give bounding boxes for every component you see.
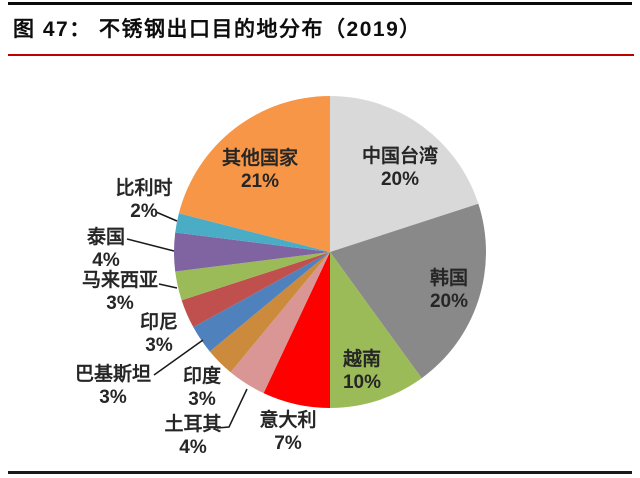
slice-label-india: 印度 3% [183, 365, 221, 411]
pie-slice-2 [330, 252, 422, 408]
pie-slice-4 [230, 252, 330, 394]
slice-label-indonesia: 印尼 3% [140, 311, 178, 357]
slice-label-others: 其他国家 21% [222, 147, 298, 193]
slice-label-belgium-name: 比利时 [115, 178, 173, 199]
leader-line-turkey [216, 388, 248, 429]
pie-slice-8 [175, 252, 330, 301]
slice-label-turkey: 土耳其 4% [164, 413, 221, 459]
pie-slice-6 [193, 252, 330, 352]
pie-slice-0 [330, 96, 479, 252]
slice-label-korea-value: 20% [429, 291, 469, 312]
slice-label-thailand: 泰国 4% [87, 226, 125, 272]
pie-slice-11 [178, 95, 330, 252]
figure-title: 图 47： 不锈钢出口目的地分布（2019） [13, 18, 422, 41]
slice-label-indonesia-value: 3% [145, 335, 173, 356]
slice-label-taiwan-name: 中国台湾 [361, 146, 439, 167]
slice-label-turkey-value: 4% [179, 437, 207, 458]
title-underline-rule [8, 54, 634, 56]
leader-line-pakistan [153, 339, 204, 376]
slice-label-others-value: 21% [240, 171, 280, 192]
pie-slice-1 [330, 203, 486, 379]
pie-slices-group [174, 95, 486, 408]
slice-label-italy: 意大利 7% [259, 409, 316, 455]
slice-label-malaysia-value: 3% [106, 293, 134, 314]
pie-slice-3 [263, 252, 330, 408]
slice-label-vietnam-value: 10% [342, 372, 382, 393]
slice-label-pakistan-name: 巴基斯坦 [74, 364, 152, 385]
pie-slice-10 [175, 213, 330, 252]
slice-label-italy-value: 7% [274, 433, 302, 454]
slice-label-thailand-value: 4% [92, 250, 120, 271]
slice-label-vietnam: 越南 10% [343, 348, 381, 394]
slice-label-others-name: 其他国家 [221, 148, 299, 169]
slice-label-korea-name: 韩国 [429, 268, 468, 289]
slice-label-indonesia-name: 印尼 [139, 312, 179, 333]
leader-line-malaysia [158, 283, 178, 289]
slice-label-malaysia: 马来西亚 3% [82, 269, 158, 315]
slice-label-india-name: 印度 [182, 366, 222, 387]
slice-label-italy-name: 意大利 [259, 410, 317, 431]
slice-label-belgium: 比利时 2% [115, 177, 172, 223]
slice-label-korea: 韩国 20% [430, 267, 468, 313]
leader-line-belgium [155, 211, 178, 222]
slice-label-taiwan-value: 20% [380, 169, 420, 190]
slice-label-india-value: 3% [188, 389, 216, 410]
slice-label-taiwan: 中国台湾 20% [362, 145, 438, 191]
leader-lines-group [126, 211, 248, 429]
slice-label-malaysia-name: 马来西亚 [81, 270, 159, 291]
pie-slice-7 [181, 252, 330, 328]
bottom-rule [8, 471, 632, 474]
pie-slice-9 [174, 232, 330, 272]
leader-line-thailand [126, 238, 175, 252]
slice-label-vietnam-name: 越南 [342, 349, 381, 370]
pie-slice-5 [209, 252, 330, 373]
slice-label-pakistan-value: 3% [99, 387, 127, 408]
slice-label-pakistan: 巴基斯坦 3% [75, 363, 151, 409]
slice-label-thailand-name: 泰国 [86, 227, 126, 248]
top-rule [8, 2, 632, 5]
slice-label-turkey-name: 土耳其 [164, 414, 222, 435]
slice-label-belgium-value: 2% [130, 201, 158, 222]
